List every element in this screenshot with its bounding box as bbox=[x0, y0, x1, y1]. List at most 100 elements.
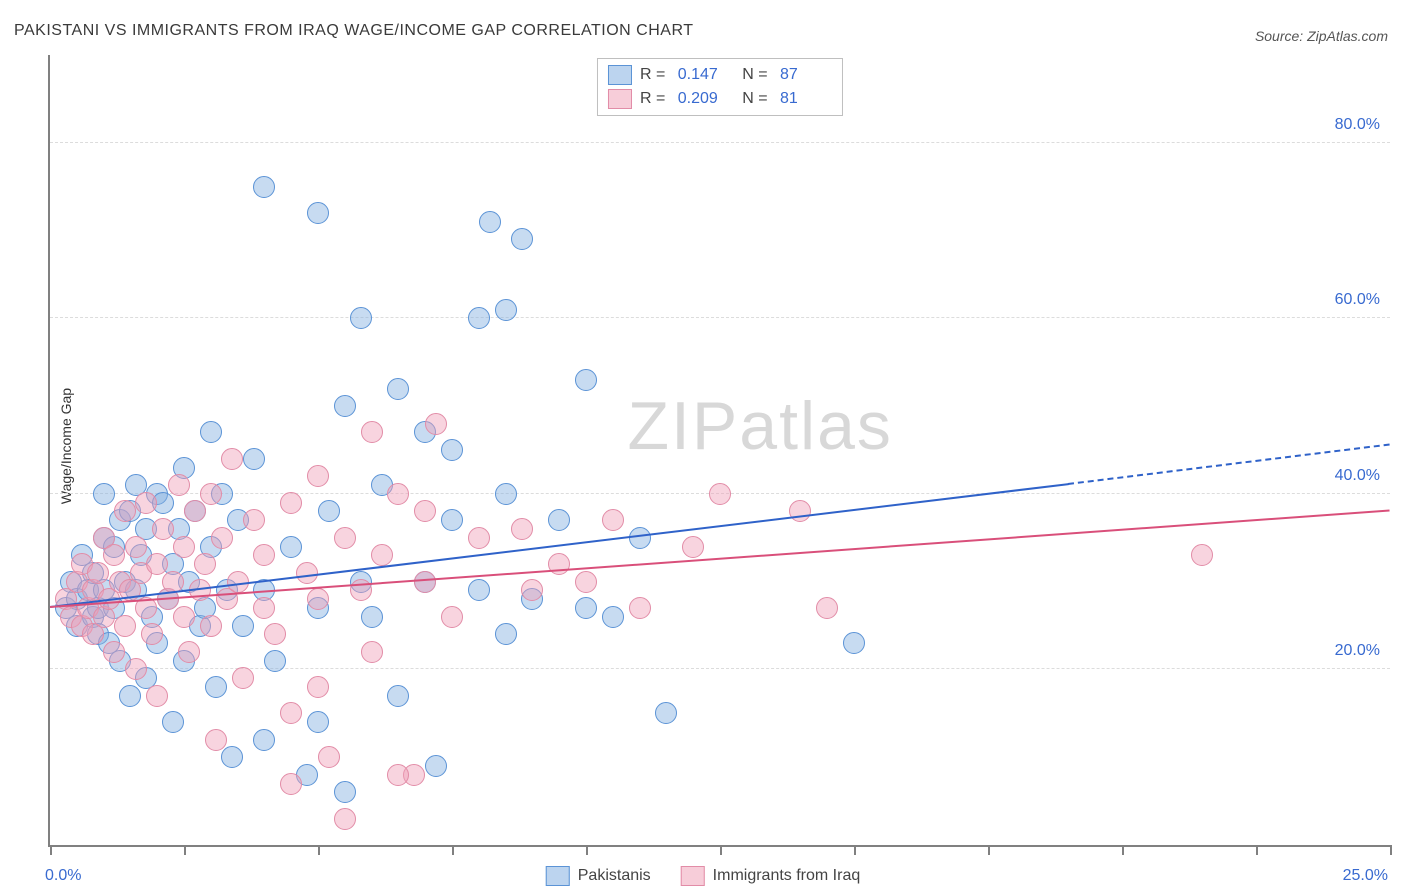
data-point bbox=[200, 615, 222, 637]
data-point bbox=[318, 746, 340, 768]
data-point bbox=[173, 536, 195, 558]
data-point bbox=[387, 483, 409, 505]
data-point bbox=[521, 579, 543, 601]
x-tick bbox=[854, 845, 856, 855]
legend-swatch bbox=[681, 866, 705, 886]
data-point bbox=[114, 615, 136, 637]
x-tick bbox=[1256, 845, 1258, 855]
data-point bbox=[173, 606, 195, 628]
data-point bbox=[103, 544, 125, 566]
data-point bbox=[119, 685, 141, 707]
data-point bbox=[264, 650, 286, 672]
data-point bbox=[629, 597, 651, 619]
legend-n-label: N = bbox=[738, 87, 772, 111]
data-point bbox=[184, 500, 206, 522]
data-point bbox=[495, 299, 517, 321]
chart-container: PAKISTANI VS IMMIGRANTS FROM IRAQ WAGE/I… bbox=[0, 0, 1406, 892]
data-point bbox=[441, 606, 463, 628]
data-point bbox=[548, 509, 570, 531]
legend-r-value: 0.147 bbox=[678, 63, 730, 87]
data-point bbox=[816, 597, 838, 619]
data-point bbox=[221, 448, 243, 470]
data-point bbox=[264, 623, 286, 645]
legend-correlation: R = 0.147 N = 87R = 0.209 N = 81 bbox=[597, 58, 843, 116]
data-point bbox=[371, 544, 393, 566]
gridline bbox=[50, 142, 1390, 143]
legend-label: Immigrants from Iraq bbox=[713, 867, 861, 885]
data-point bbox=[468, 579, 490, 601]
data-point bbox=[253, 729, 275, 751]
data-point bbox=[307, 202, 329, 224]
data-point bbox=[87, 562, 109, 584]
data-point bbox=[162, 711, 184, 733]
data-point bbox=[114, 500, 136, 522]
legend-n-value: 87 bbox=[780, 63, 832, 87]
gridline bbox=[50, 317, 1390, 318]
data-point bbox=[575, 369, 597, 391]
data-point bbox=[334, 395, 356, 417]
data-point bbox=[125, 658, 147, 680]
data-point bbox=[387, 378, 409, 400]
legend-series: Pakistanis Immigrants from Iraq bbox=[546, 866, 861, 886]
data-point bbox=[441, 509, 463, 531]
legend-row: R = 0.209 N = 81 bbox=[608, 87, 832, 111]
data-point bbox=[146, 553, 168, 575]
data-point bbox=[387, 685, 409, 707]
data-point bbox=[387, 764, 409, 786]
data-point bbox=[307, 676, 329, 698]
data-point bbox=[93, 483, 115, 505]
data-point bbox=[682, 536, 704, 558]
data-point bbox=[575, 597, 597, 619]
data-point bbox=[243, 448, 265, 470]
x-tick bbox=[318, 845, 320, 855]
x-axis-min-label: 0.0% bbox=[45, 867, 81, 885]
data-point bbox=[200, 421, 222, 443]
x-tick bbox=[1390, 845, 1392, 855]
data-point bbox=[280, 492, 302, 514]
data-point bbox=[361, 641, 383, 663]
x-tick bbox=[988, 845, 990, 855]
legend-swatch bbox=[608, 89, 632, 109]
data-point bbox=[318, 500, 340, 522]
legend-n-label: N = bbox=[738, 63, 772, 87]
data-point bbox=[655, 702, 677, 724]
data-point bbox=[307, 588, 329, 610]
data-point bbox=[168, 474, 190, 496]
data-point bbox=[243, 509, 265, 531]
data-point bbox=[307, 711, 329, 733]
data-point bbox=[125, 536, 147, 558]
data-point bbox=[135, 492, 157, 514]
data-point bbox=[511, 228, 533, 250]
x-axis-max-label: 25.0% bbox=[1343, 867, 1388, 885]
data-point bbox=[414, 571, 436, 593]
data-point bbox=[141, 623, 163, 645]
data-point bbox=[479, 211, 501, 233]
legend-row: R = 0.147 N = 87 bbox=[608, 63, 832, 87]
data-point bbox=[232, 615, 254, 637]
data-point bbox=[1191, 544, 1213, 566]
data-point bbox=[253, 597, 275, 619]
data-point bbox=[334, 781, 356, 803]
legend-item: Immigrants from Iraq bbox=[681, 866, 861, 886]
data-point bbox=[425, 413, 447, 435]
watermark: ZIPatlas bbox=[627, 387, 892, 465]
legend-r-value: 0.209 bbox=[678, 87, 730, 111]
data-point bbox=[495, 623, 517, 645]
y-tick-label: 60.0% bbox=[1335, 291, 1380, 309]
data-point bbox=[468, 527, 490, 549]
data-point bbox=[178, 641, 200, 663]
legend-item: Pakistanis bbox=[546, 866, 651, 886]
x-tick bbox=[452, 845, 454, 855]
legend-r-label: R = bbox=[640, 63, 670, 87]
gridline bbox=[50, 668, 1390, 669]
y-tick-label: 20.0% bbox=[1335, 642, 1380, 660]
data-point bbox=[511, 518, 533, 540]
data-point bbox=[205, 729, 227, 751]
data-point bbox=[602, 509, 624, 531]
y-tick-label: 40.0% bbox=[1335, 467, 1380, 485]
x-tick bbox=[50, 845, 52, 855]
legend-swatch bbox=[546, 866, 570, 886]
source-label: Source: ZipAtlas.com bbox=[1255, 28, 1388, 44]
data-point bbox=[709, 483, 731, 505]
data-point bbox=[194, 553, 216, 575]
